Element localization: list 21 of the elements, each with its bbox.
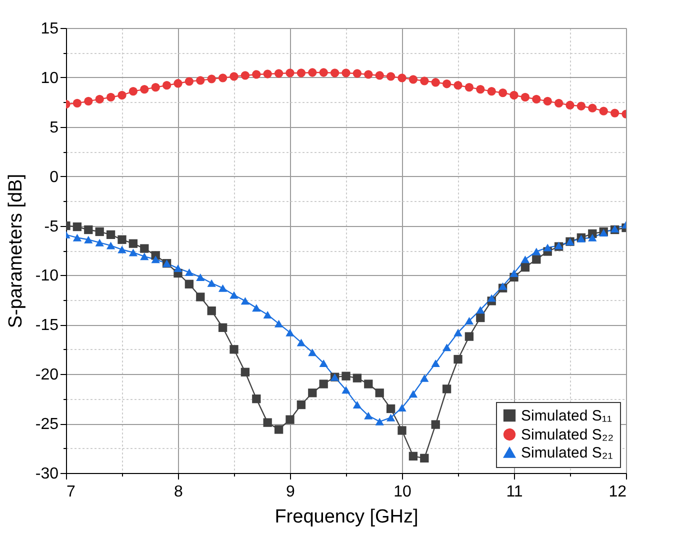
x-tick-label: 7 [66,484,76,500]
y-tick-label: 15 [40,20,59,38]
y-tick-label: -25 [35,416,59,434]
x-tick-label: 9 [286,484,296,500]
y-tick-label: -30 [35,466,59,482]
y-tick-label: 5 [50,119,59,136]
y-tick-label: -5 [44,218,59,236]
x-tick-label: 10 [394,484,412,500]
y-tick-label: -10 [35,268,59,285]
x-tick-label: 11 [506,484,523,500]
y-tick-label: 10 [40,70,59,87]
y-tick-label: -20 [35,366,59,384]
x-tick-label: 8 [174,484,184,500]
x-axis-title: Frequency [GHz] [274,506,418,528]
legend-label: Simulated S₁₁ [521,408,612,424]
legend-label: Simulated S₂₂ [521,426,614,444]
y-tick-label: -15 [35,317,59,334]
y-tick-label: 0 [50,168,59,186]
y-axis-title: S-parameters [dB] [5,174,26,328]
x-tick-label: 12 [608,484,627,500]
legend-label: Simulated S₂₁ [521,444,613,462]
